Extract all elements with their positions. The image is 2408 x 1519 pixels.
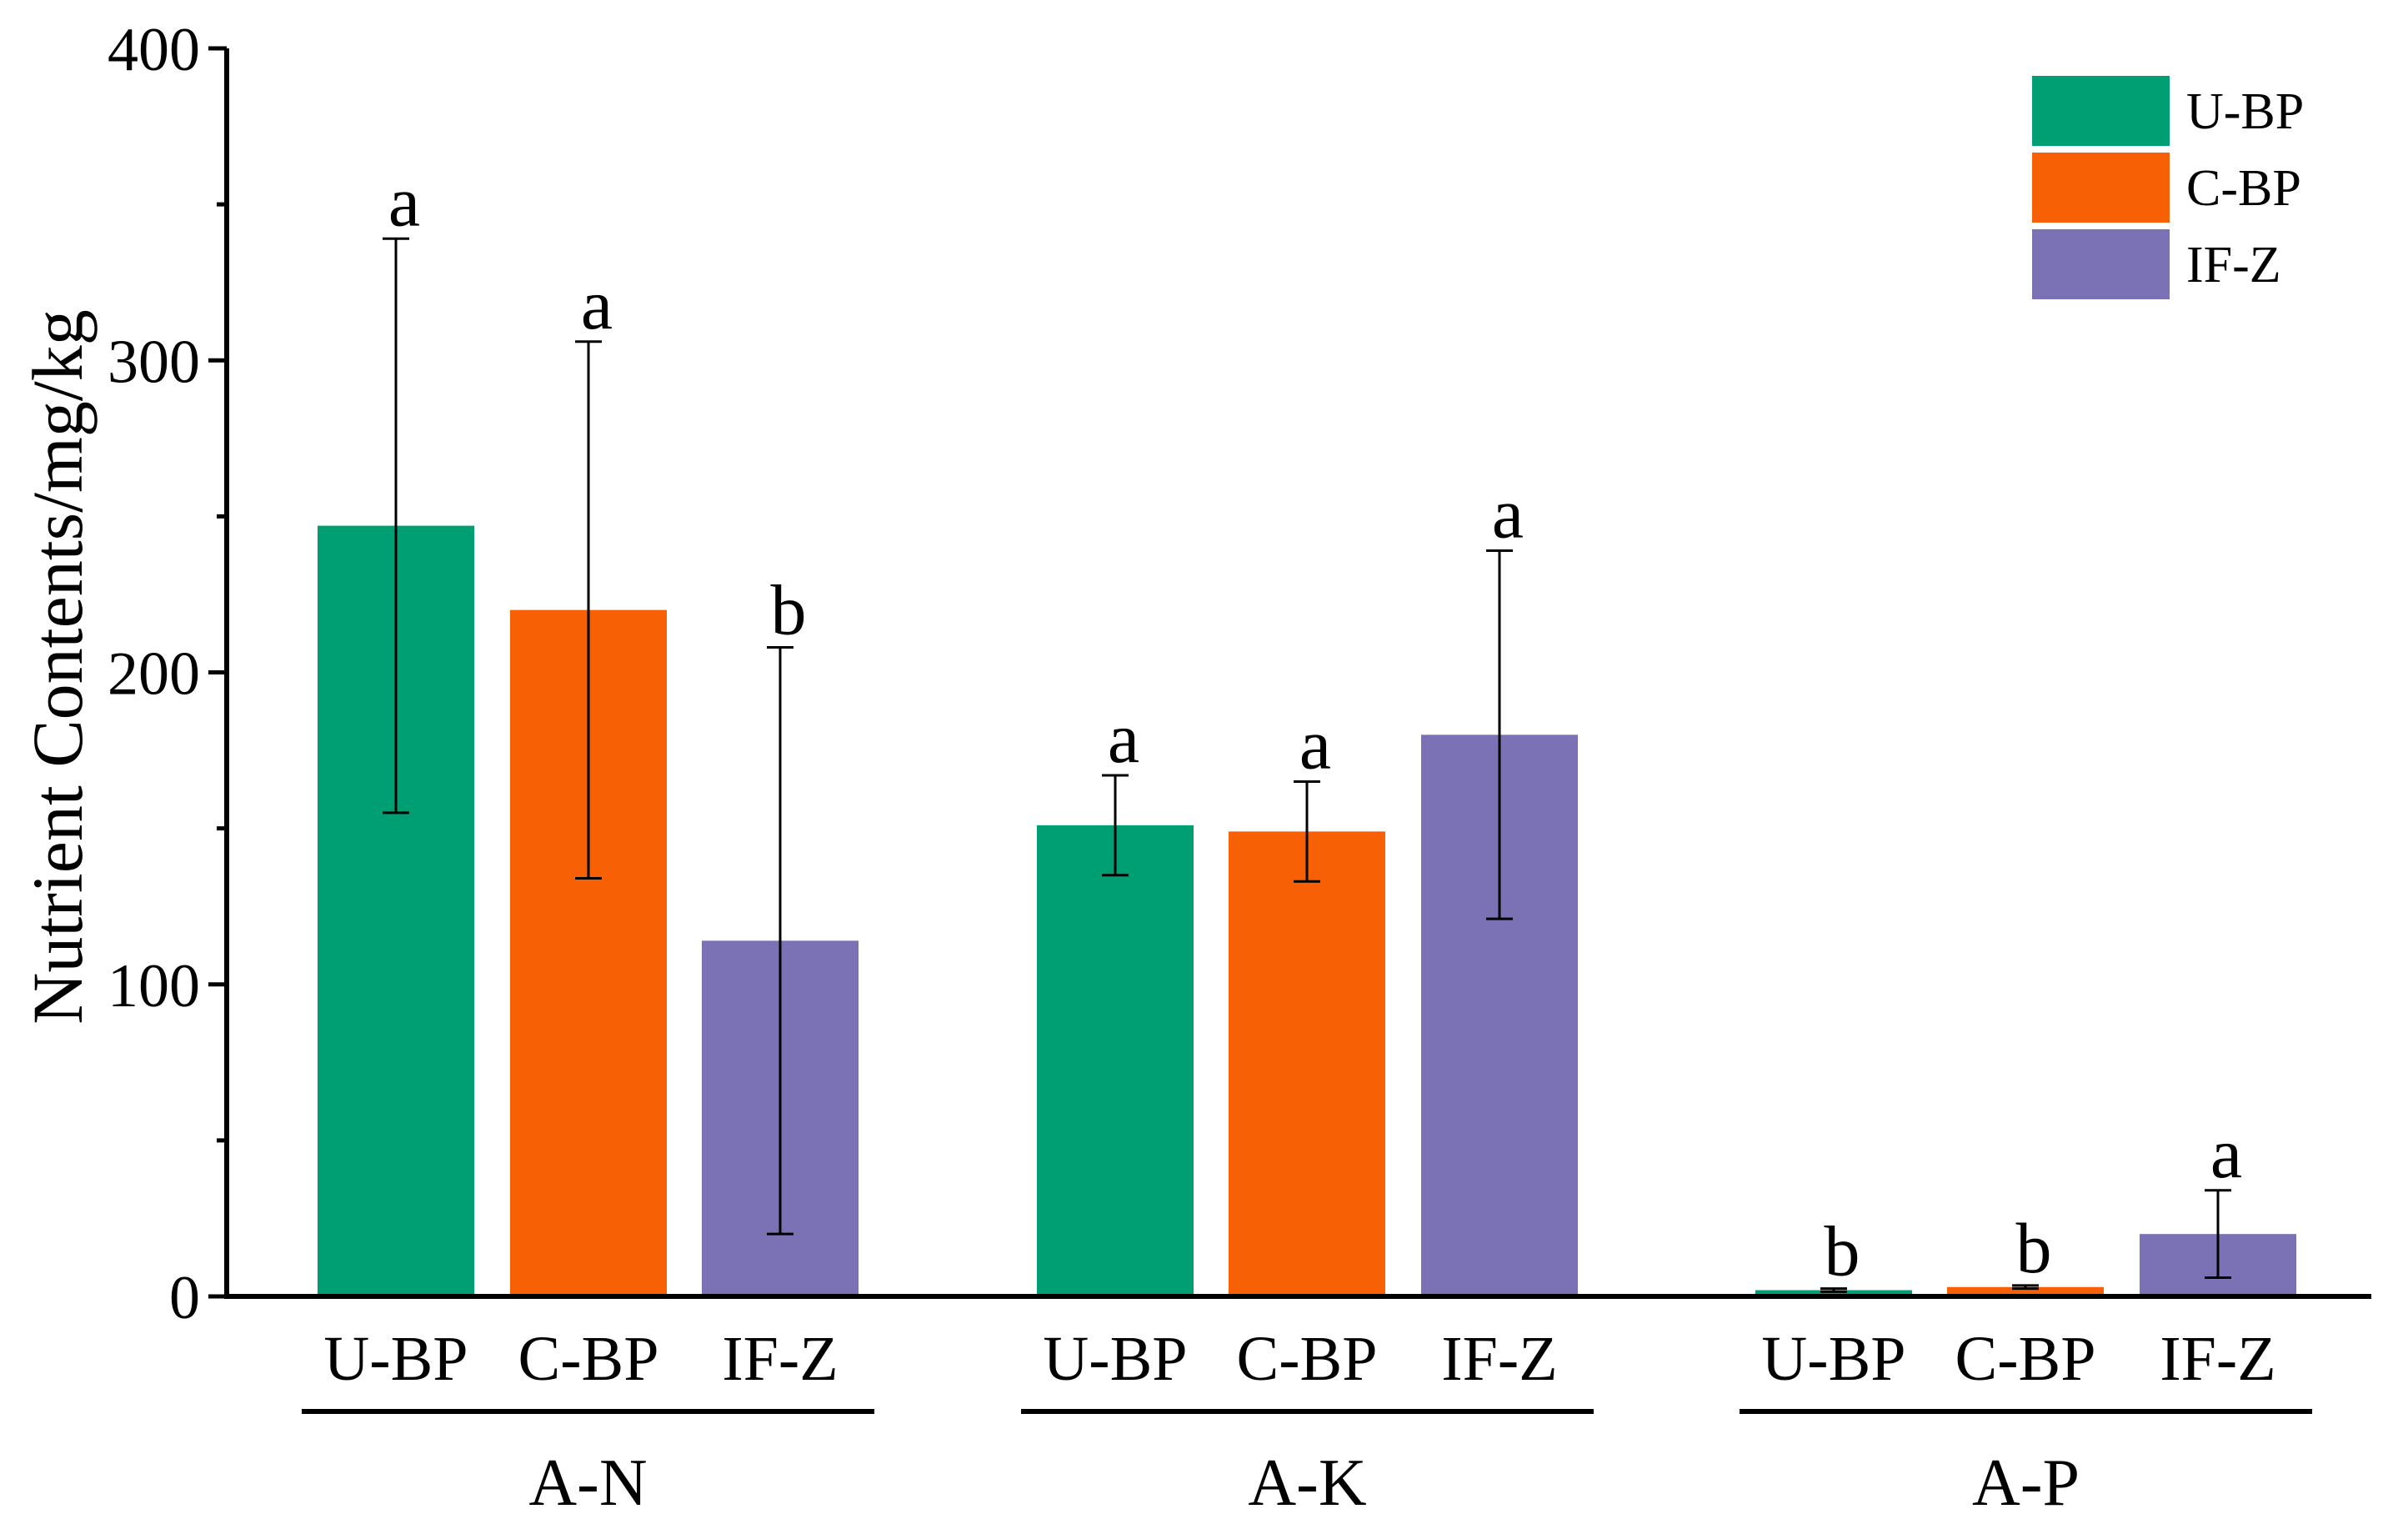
y-tick-label: 100 xyxy=(108,952,200,1020)
axes-layer: 0 100 200 300 400 xyxy=(108,16,2371,1332)
significance-letter-a-n-if-z: b xyxy=(771,570,807,650)
significance-letter-a-p-if-z: a xyxy=(2210,1113,2242,1193)
x-category-label: IF-Z xyxy=(722,1324,838,1394)
x-category-label: C-BP xyxy=(1955,1324,2096,1394)
x-category-label: C-BP xyxy=(1237,1324,1378,1394)
x-labels-layer: U-BP C-BP IF-Z A-N U-BP C-BP IF-Z A-K U-BP C-BP IF… xyxy=(302,1324,2312,1519)
legend: U-BP C-BP IF-Z xyxy=(2032,76,2304,299)
y-tick-label: 400 xyxy=(108,16,200,84)
significance-letter-a-n-c-bp: a xyxy=(581,264,613,344)
group-label-a-k: A-K xyxy=(1248,1446,1366,1519)
group-label-a-n: A-N xyxy=(528,1446,647,1519)
legend-label-c-bp: C-BP xyxy=(2186,160,2301,217)
group-label-a-p: A-P xyxy=(1972,1446,2080,1519)
legend-swatch-c-bp xyxy=(2032,153,2170,223)
legend-label-if-z: IF-Z xyxy=(2186,237,2281,293)
bar-a-k-u-bp xyxy=(1037,825,1194,1296)
x-category-label: IF-Z xyxy=(1441,1324,1557,1394)
x-category-label: U-BP xyxy=(323,1324,468,1394)
y-tick-label: 0 xyxy=(169,1264,200,1332)
y-tick-label: 200 xyxy=(108,640,200,709)
y-axis-title: Nutrient Contents/mg/kg xyxy=(18,309,98,1025)
x-category-label: U-BP xyxy=(1043,1324,1187,1394)
bar-a-p-u-bp xyxy=(1755,1290,1912,1296)
significance-letter-a-p-u-bp: b xyxy=(1825,1211,1860,1291)
legend-label-u-bp: U-BP xyxy=(2186,83,2304,140)
significance-letter-a-k-if-z: a xyxy=(1492,474,1524,554)
x-category-label: U-BP xyxy=(1761,1324,1905,1394)
error-bars-layer xyxy=(383,237,2231,1293)
legend-swatch-u-bp xyxy=(2032,76,2170,146)
bars-layer xyxy=(318,525,2296,1296)
significance-letter-a-k-c-bp: a xyxy=(1299,704,1331,784)
y-tick-label: 300 xyxy=(108,328,200,396)
significance-letter-a-n-u-bp: a xyxy=(388,161,420,241)
bar-a-k-c-bp xyxy=(1229,831,1385,1296)
bar-a-p-c-bp xyxy=(1947,1286,2104,1296)
significance-letters-layer: a a b a a a b b a xyxy=(388,161,2242,1291)
legend-swatch-if-z xyxy=(2032,229,2170,299)
significance-letter-a-k-u-bp: a xyxy=(1108,698,1139,778)
x-category-label: IF-Z xyxy=(2160,1324,2275,1394)
significance-letter-a-p-c-bp: b xyxy=(2016,1208,2052,1288)
x-category-label: C-BP xyxy=(518,1324,659,1394)
